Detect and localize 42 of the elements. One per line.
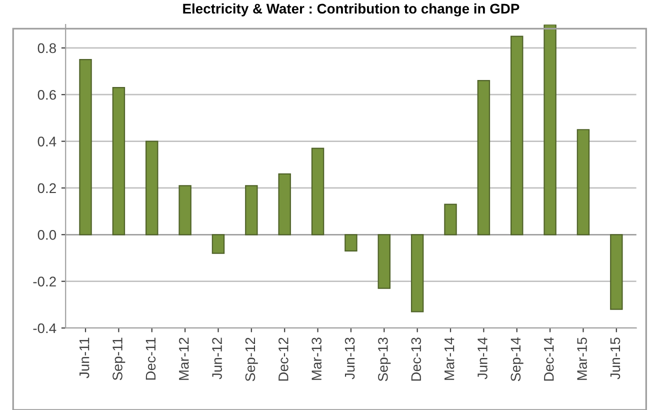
bar xyxy=(410,234,424,312)
y-tick-label: 0.2 xyxy=(38,183,56,194)
x-tick-label: Dec-14 xyxy=(544,337,554,381)
y-tick-label: 0.6 xyxy=(38,90,56,100)
bar xyxy=(610,234,623,310)
bar xyxy=(544,24,556,236)
x-tick-label: Sep-13 xyxy=(378,338,391,382)
bar xyxy=(79,59,92,236)
x-tick-label: Mar-15 xyxy=(577,338,587,380)
bar xyxy=(344,234,358,252)
x-tick-label: Jun-15 xyxy=(610,338,620,380)
bar xyxy=(477,80,490,236)
y-tick-label: -0.4 xyxy=(33,323,56,334)
x-tick-label: Sep-14 xyxy=(510,337,524,382)
x-tick-label: Dec-12 xyxy=(278,338,288,381)
y-tick-label: 0.8 xyxy=(38,43,56,54)
x-tick-label: Sep-11 xyxy=(112,338,126,380)
x-tick-label: Mar-14 xyxy=(444,337,454,380)
x-tick-label: Jun-11 xyxy=(80,338,90,378)
chart-title: Electricity & Water : Contribution to change in GDP xyxy=(183,3,520,16)
bar xyxy=(245,185,258,236)
x-tick-label: Mar-12 xyxy=(178,338,189,380)
bar xyxy=(112,87,126,236)
bar xyxy=(444,204,457,236)
x-tick-label: Dec-11 xyxy=(146,338,156,380)
bar xyxy=(510,36,524,236)
y-tick-label: 0.0 xyxy=(38,230,56,240)
x-tick-label: Dec-13 xyxy=(411,338,422,381)
y-tick-label: -0.2 xyxy=(33,276,56,286)
bar xyxy=(178,185,192,236)
bar xyxy=(212,234,225,254)
bar xyxy=(278,173,291,236)
x-tick-label: Jun-12 xyxy=(212,338,222,380)
bar xyxy=(311,148,324,236)
bar xyxy=(146,140,158,236)
x-tick-label: Jun-14 xyxy=(478,337,488,380)
x-tick-label: Sep-12 xyxy=(245,338,258,382)
x-tick-label: Jun-13 xyxy=(344,338,355,380)
bar xyxy=(576,129,590,236)
bar xyxy=(378,234,391,289)
y-tick-label: 0.4 xyxy=(38,136,56,146)
x-tick-label: Mar-13 xyxy=(312,338,322,380)
